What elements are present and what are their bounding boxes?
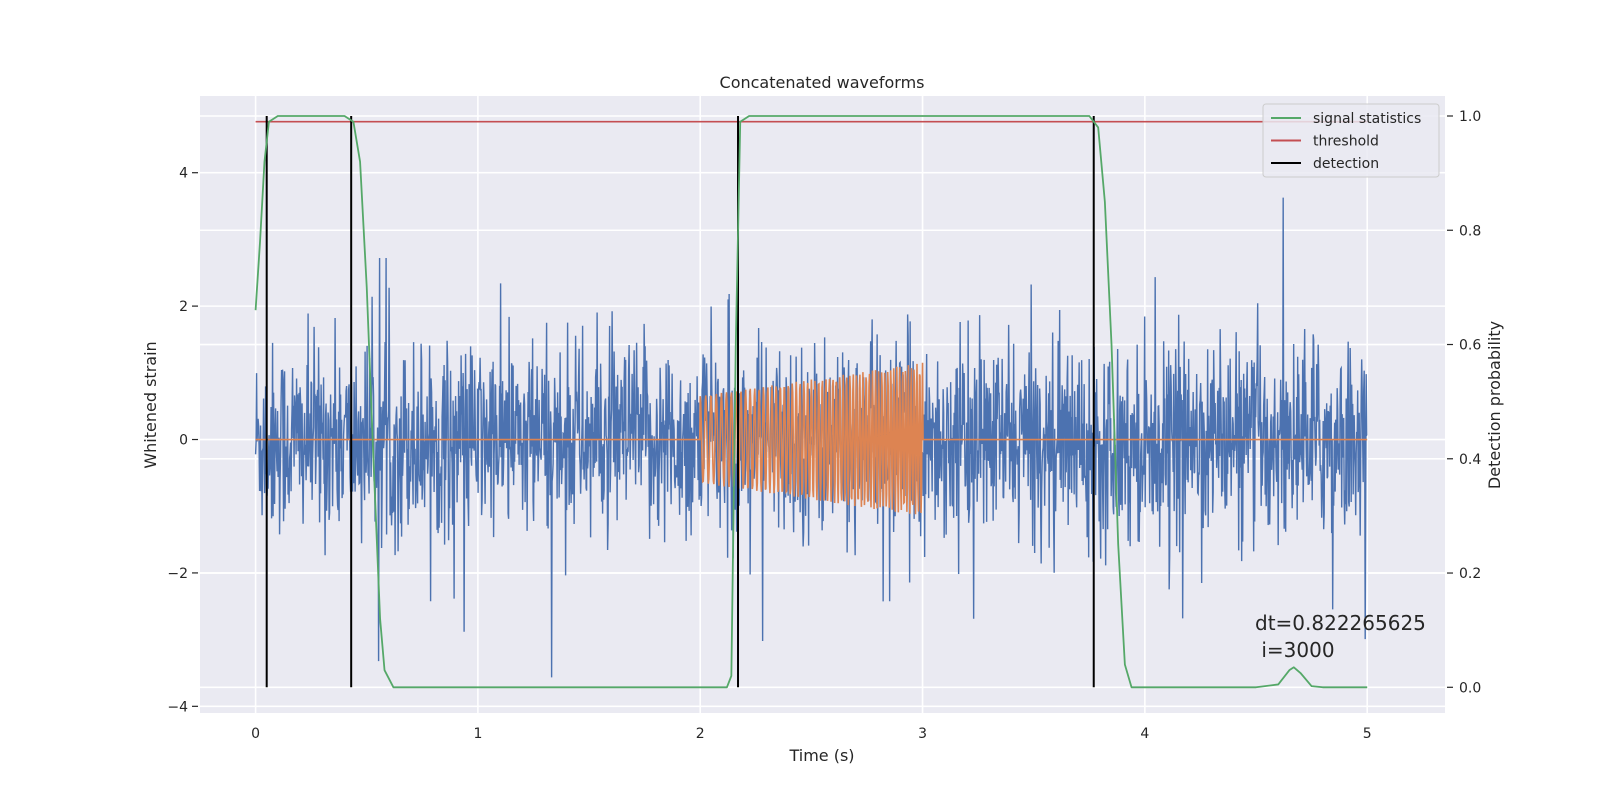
legend-label: detection xyxy=(1313,156,1379,172)
y2-tick-label: 0.6 xyxy=(1459,338,1481,354)
dt-annotation: dt=0.822265625 i=3000 xyxy=(1255,611,1426,662)
y2-tick-label: 0.0 xyxy=(1459,680,1481,696)
x-tick-labels: 0 1 2 3 4 5 xyxy=(251,726,1372,742)
y2-axis-label: Detection probability xyxy=(1485,321,1504,489)
legend-label: threshold xyxy=(1313,134,1379,150)
x-tick-label: 2 xyxy=(696,726,705,742)
plot-area xyxy=(254,115,1368,689)
x-tick-label: 0 xyxy=(251,726,260,742)
annotation-line: i=3000 xyxy=(1255,638,1335,662)
y2-tick-label: 0.4 xyxy=(1459,452,1481,468)
y-tick-labels: −4 −2 0 2 4 xyxy=(167,166,198,715)
annotation-line: dt=0.822265625 xyxy=(1255,611,1426,635)
legend: signal statistics threshold detection xyxy=(1262,103,1440,178)
y2-tick-label: 0.2 xyxy=(1459,566,1481,582)
x-axis-label: Time (s) xyxy=(788,746,854,765)
strain-noise-series xyxy=(254,197,1368,678)
y-tick-label: 0 xyxy=(179,433,188,449)
signal-statistics-line xyxy=(254,115,1368,689)
injected-chirp-series xyxy=(255,362,1368,515)
legend-box xyxy=(1262,103,1440,178)
x-tick-label: 4 xyxy=(1140,726,1149,742)
legend-label: signal statistics xyxy=(1313,111,1421,127)
x-tick-label: 1 xyxy=(473,726,482,742)
y2-tick-label: 0.8 xyxy=(1459,223,1481,239)
x-tick-label: 3 xyxy=(918,726,927,742)
y-tick-label: 2 xyxy=(179,299,188,315)
y2-tick-label: 1.0 xyxy=(1459,109,1481,125)
y2-tick-labels: 0.0 0.2 0.4 0.6 0.8 1.0 xyxy=(1447,109,1481,696)
y-tick-label: −4 xyxy=(167,699,188,715)
y-tick-label: 4 xyxy=(179,166,188,182)
x-tick-label: 5 xyxy=(1363,726,1372,742)
y-axis-label: Whitened strain xyxy=(141,341,160,468)
chart-title: Concatenated waveforms xyxy=(720,73,925,92)
y-tick-label: −2 xyxy=(167,566,188,582)
